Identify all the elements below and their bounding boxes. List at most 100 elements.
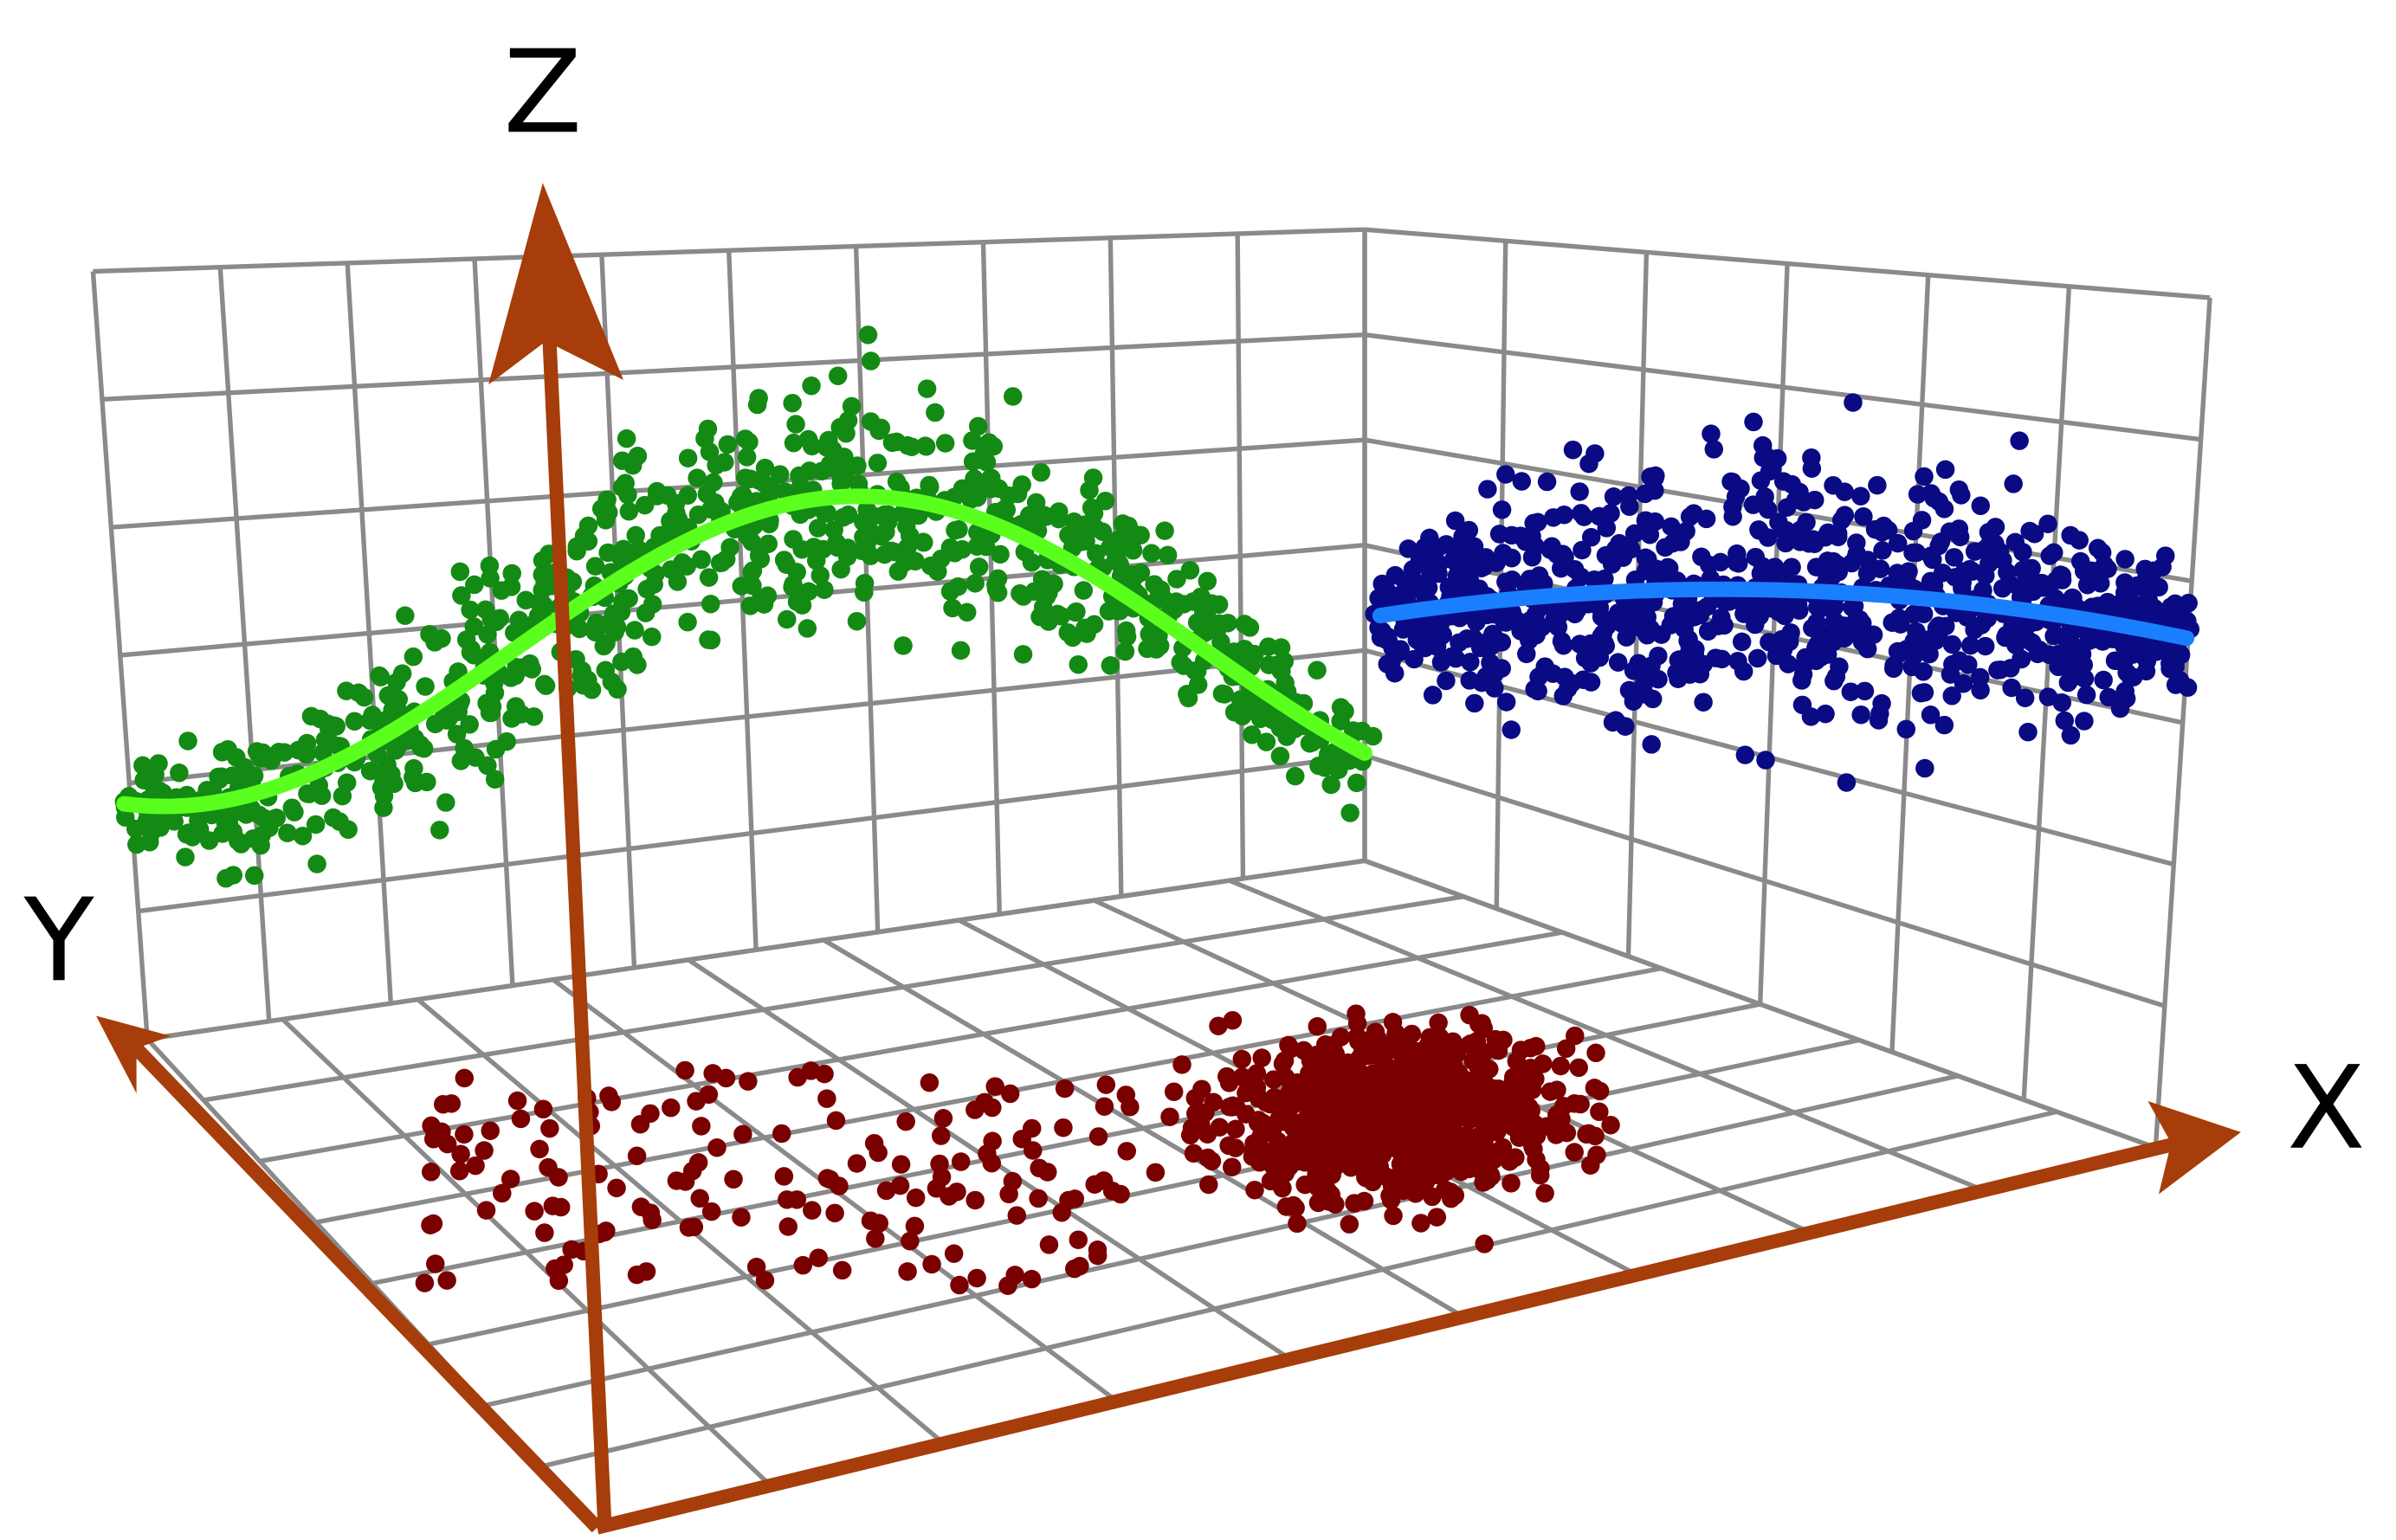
point (1496, 610, 1515, 630)
point (1450, 633, 1469, 653)
point (627, 1146, 647, 1166)
point (1868, 475, 1887, 495)
point (1361, 1074, 1380, 1093)
point (897, 517, 916, 536)
point (1088, 1127, 1108, 1146)
point (1601, 504, 1620, 523)
point (831, 559, 850, 579)
point (1401, 1140, 1420, 1160)
point (1411, 579, 1430, 599)
point (216, 868, 236, 888)
point (947, 1182, 966, 1202)
point (667, 1171, 687, 1190)
point (1502, 720, 1521, 739)
point (1331, 712, 1350, 731)
point (1219, 1136, 1238, 1156)
point (1259, 637, 1278, 656)
point (1835, 482, 1854, 501)
point (1065, 1189, 1085, 1208)
point (1735, 745, 1755, 764)
point (1677, 646, 1697, 666)
point (1935, 460, 1955, 480)
point (1931, 532, 1951, 551)
point (1103, 535, 1123, 554)
point (777, 555, 797, 574)
point (2094, 670, 2113, 690)
point (784, 530, 803, 549)
point (882, 541, 901, 561)
grid-line (484, 1073, 1959, 1408)
point (869, 421, 888, 441)
x-label: X (2287, 1042, 2366, 1176)
point (1375, 590, 1394, 610)
point (642, 627, 662, 647)
point (815, 580, 834, 599)
point (1581, 527, 1601, 547)
point (405, 729, 424, 748)
point (1252, 1048, 1271, 1067)
point (598, 543, 617, 563)
point (1965, 542, 1985, 561)
point (1753, 448, 1773, 467)
point (716, 550, 736, 569)
point (1844, 393, 1863, 412)
point (1450, 1094, 1469, 1114)
point (1398, 539, 1418, 558)
point (1409, 1169, 1429, 1189)
point (967, 537, 987, 556)
point (854, 527, 873, 547)
point (1883, 613, 1902, 632)
point (1259, 655, 1279, 674)
point (1624, 692, 1644, 712)
point (1805, 534, 1824, 553)
point (212, 743, 232, 762)
point (1149, 583, 1169, 602)
point (1243, 725, 1262, 744)
point (2038, 687, 2058, 706)
point (847, 611, 867, 631)
point (1167, 570, 1186, 589)
point (530, 1139, 549, 1159)
point (1475, 1234, 1494, 1253)
point (244, 866, 264, 886)
point (1465, 1128, 1484, 1148)
point (1551, 1056, 1571, 1076)
point (1429, 564, 1448, 583)
point (2040, 546, 2059, 565)
point (274, 743, 294, 762)
point (477, 693, 496, 713)
point (1395, 1156, 1415, 1176)
point (1855, 681, 1875, 701)
point (1436, 1180, 1455, 1200)
point (1640, 525, 1660, 544)
point (783, 393, 802, 413)
point (747, 395, 767, 415)
point (1459, 520, 1479, 540)
point (1456, 544, 1475, 564)
point (1728, 651, 1747, 671)
point (1723, 506, 1742, 526)
point (1590, 648, 1610, 667)
point (1393, 1047, 1412, 1067)
point (825, 1203, 844, 1223)
point (1494, 544, 1513, 563)
point (1502, 1174, 1521, 1193)
point (1084, 615, 1104, 635)
point (2075, 712, 2094, 731)
point (662, 1098, 681, 1118)
point (1273, 1054, 1293, 1073)
point (1049, 509, 1069, 529)
point (437, 1271, 456, 1290)
point (2136, 569, 2156, 588)
point (732, 1208, 751, 1227)
grid-line (119, 543, 1366, 658)
point (1069, 654, 1088, 674)
point (1397, 1033, 1417, 1053)
point (370, 666, 389, 686)
point (2022, 558, 2041, 578)
point (1712, 649, 1732, 669)
point (1942, 686, 1961, 706)
point (1429, 614, 1448, 634)
point (455, 1124, 474, 1144)
point (1552, 631, 1572, 651)
